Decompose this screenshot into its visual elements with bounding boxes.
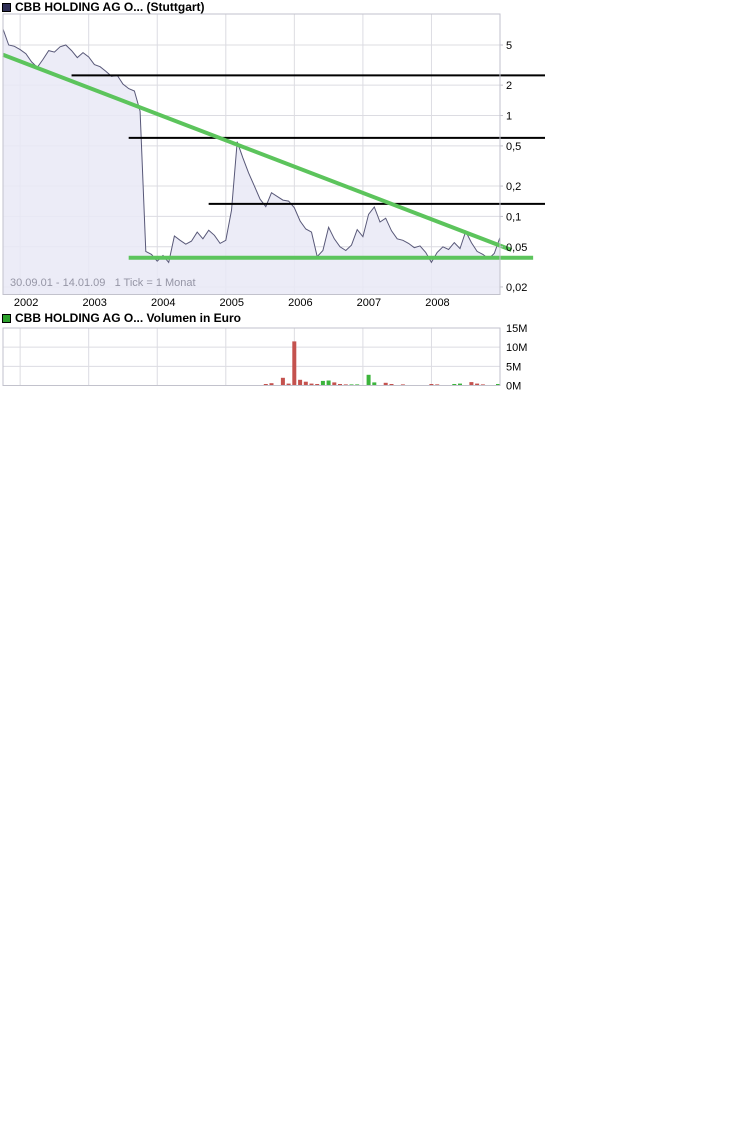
price-series-marker-icon (2, 2, 11, 12)
volume-bar (452, 384, 457, 386)
y-axis-label: 1 (506, 111, 512, 123)
volume-bar (292, 341, 297, 386)
volume-bar (326, 380, 331, 386)
y-axis-label: 0,5 (506, 141, 521, 153)
volume-y-axis-label: 10M (506, 342, 527, 354)
volume-bar (475, 383, 480, 386)
y-axis-label: 0,05 (506, 242, 527, 254)
volume-bar (263, 384, 268, 386)
volume-bar (315, 384, 320, 386)
price-chart-title-row: CBB HOLDING AG O... (Stuttgart) (2, 1, 205, 13)
volume-bar (355, 384, 360, 386)
volume-y-axis-label: 5M (506, 361, 521, 373)
volume-y-axis-label: 15M (506, 323, 527, 335)
y-axis-label: 0,2 (506, 181, 521, 193)
volume-chart-title-row: CBB HOLDING AG O... Volumen in Euro (2, 312, 241, 324)
volume-bar (400, 384, 405, 386)
x-axis-label: 2005 (220, 297, 244, 309)
y-axis-label: 2 (506, 80, 512, 92)
x-axis-label: 2006 (288, 297, 312, 309)
volume-chart-title: CBB HOLDING AG O... Volumen in Euro (15, 311, 242, 325)
x-axis-label: 2004 (151, 297, 175, 309)
volume-bar (298, 379, 303, 386)
charts-canvas: 5 2 1 0,5 0,2 0,1 0,05 0,02 2002 2003 2004 2005 2006… (2, 13, 545, 393)
price-chart-title: CBB HOLDING AG O... (Stuttgart) (15, 0, 205, 14)
volume-bar (349, 384, 354, 386)
volume-bar (338, 384, 342, 386)
trend-line (2, 52, 513, 252)
y-axis-label: 0,1 (506, 211, 521, 223)
volume-bar (458, 383, 462, 386)
x-axis-label: 2007 (357, 297, 381, 309)
x-axis-label: 2002 (14, 297, 38, 309)
volume-bar (309, 383, 314, 386)
volume-bar (303, 381, 308, 386)
volume-bar (435, 384, 440, 386)
y-axis-label: 0,02 (506, 282, 527, 294)
price-plot-border (2, 13, 501, 295)
volume-bar (286, 383, 291, 386)
volume-y-axis-label: 0M (506, 381, 521, 393)
volume-bar (469, 382, 474, 386)
volume-bar (383, 382, 388, 386)
volume-bar (429, 384, 434, 386)
volume-bar (320, 380, 325, 386)
volume-bar (269, 383, 274, 386)
date-range-note: 30.09.01 - 14.01.09 1 Tick = 1 Monat (10, 277, 196, 289)
volume-bar (332, 382, 337, 386)
x-axis-label: 2008 (425, 297, 449, 309)
volume-bar (372, 382, 377, 386)
volume-plot-border (2, 327, 501, 386)
y-axis-label: 5 (506, 40, 512, 52)
volume-bar (480, 384, 485, 386)
x-axis-label: 2003 (82, 297, 106, 309)
volume-bar (366, 374, 371, 386)
volume-series-marker-icon (2, 313, 11, 323)
volume-bar (343, 384, 348, 386)
volume-bar (389, 384, 394, 386)
volume-bar (280, 377, 285, 386)
price-line (2, 28, 501, 264)
volume-bar (496, 384, 500, 386)
price-area (3, 29, 500, 295)
